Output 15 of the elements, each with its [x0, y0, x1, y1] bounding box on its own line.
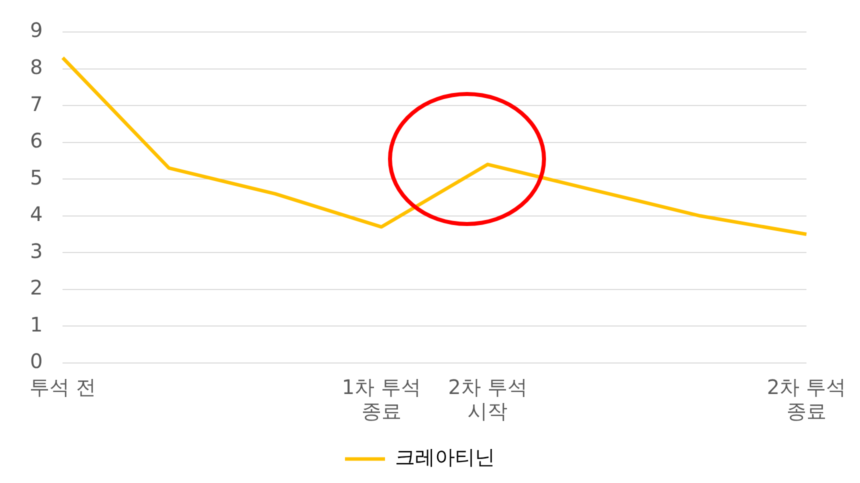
y-tick-label: 4	[30, 202, 43, 226]
y-tick-label: 1	[30, 312, 43, 336]
y-tick-label: 5	[30, 165, 43, 190]
x-tick-label: 투석 전	[30, 375, 96, 400]
y-tick-label: 2	[30, 276, 43, 300]
x-tick-label: 2차 투석 종료	[766, 375, 846, 424]
y-tick-label: 9	[30, 18, 43, 42]
y-tick-label: 6	[30, 128, 43, 153]
x-tick-label: 2차 투석 시작	[448, 375, 528, 424]
legend-label: 크레아티닌	[395, 445, 495, 470]
y-tick-label: 3	[30, 238, 43, 263]
x-tick-label: 1차 투석 종료	[342, 375, 422, 424]
y-tick-label: 0	[30, 349, 43, 374]
y-tick-label: 8	[30, 54, 43, 79]
y-tick-label: 7	[30, 92, 43, 116]
